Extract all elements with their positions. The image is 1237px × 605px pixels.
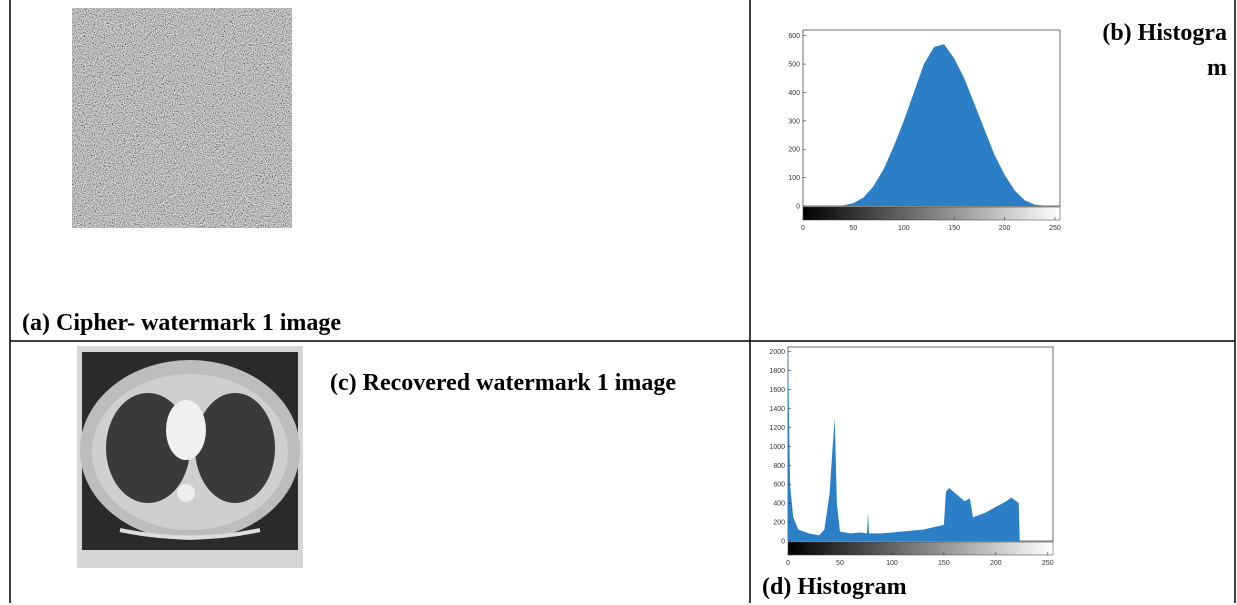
y-tick-label: 1000	[769, 444, 785, 451]
y-tick-label: 0	[781, 539, 785, 546]
histogram-area	[803, 44, 1060, 207]
y-tick-label: 600	[788, 33, 800, 40]
colorbar	[802, 206, 1061, 221]
x-tick-label: 0	[801, 225, 805, 232]
y-tick-label: 1800	[769, 368, 785, 375]
y-tick-label: 600	[773, 482, 785, 489]
x-tick-label: 200	[990, 560, 1002, 567]
x-tick-label: 150	[948, 225, 960, 232]
x-tick-label: 0	[786, 560, 790, 567]
y-tick-label: 1400	[769, 406, 785, 413]
x-tick-label: 100	[898, 225, 910, 232]
caption: (c) Recovered watermark 1 image	[330, 370, 677, 396]
cipher-image	[72, 8, 292, 228]
colorbar	[787, 541, 1054, 556]
y-tick-label: 500	[788, 62, 800, 69]
y-tick-label: 400	[788, 90, 800, 97]
y-tick-label: 400	[773, 501, 785, 508]
y-tick-label: 2000	[769, 349, 785, 356]
y-tick-label: 100	[788, 175, 800, 182]
y-tick-label: 1200	[769, 425, 785, 432]
y-tick-label: 200	[773, 520, 785, 527]
x-tick-label: 200	[999, 225, 1011, 232]
caption: (a) Cipher- watermark 1 image	[22, 310, 342, 336]
caption: (d) Histogram	[762, 574, 907, 600]
y-tick-label: 0	[796, 204, 800, 211]
y-tick-label: 300	[788, 118, 800, 125]
y-tick-label: 200	[788, 147, 800, 154]
table-borders	[9, 0, 1236, 603]
y-tick-label: 1600	[769, 387, 785, 394]
x-tick-label: 250	[1042, 560, 1054, 567]
caption: (b) Histogram	[1102, 20, 1227, 81]
x-tick-label: 100	[886, 560, 898, 567]
x-tick-label: 250	[1049, 225, 1061, 232]
x-tick-label: 50	[836, 560, 844, 567]
x-tick-label: 150	[938, 560, 950, 567]
ct-image	[77, 346, 303, 568]
y-tick-label: 800	[773, 463, 785, 470]
x-tick-label: 50	[849, 225, 857, 232]
